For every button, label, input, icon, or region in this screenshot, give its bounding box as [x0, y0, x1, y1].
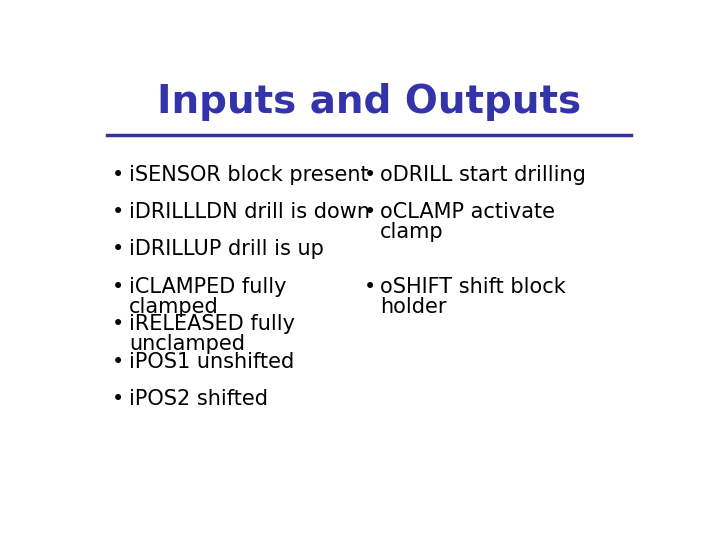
- Text: iDRILLUP drill is up: iDRILLUP drill is up: [129, 239, 324, 259]
- Text: iRELEASED fully: iRELEASED fully: [129, 314, 295, 334]
- Text: •: •: [364, 165, 376, 185]
- Text: iSENSOR block present: iSENSOR block present: [129, 165, 369, 185]
- Text: iDRILLLDN drill is down: iDRILLLDN drill is down: [129, 202, 370, 222]
- Text: iPOS2 shifted: iPOS2 shifted: [129, 389, 268, 409]
- Text: holder: holder: [380, 297, 446, 317]
- Text: oCLAMP activate: oCLAMP activate: [380, 202, 555, 222]
- Text: •: •: [112, 165, 125, 185]
- Text: Inputs and Outputs: Inputs and Outputs: [157, 83, 581, 121]
- Text: •: •: [112, 202, 125, 222]
- Text: •: •: [112, 389, 125, 409]
- Text: •: •: [112, 314, 125, 334]
- Text: •: •: [364, 277, 376, 297]
- Text: clamp: clamp: [380, 222, 444, 242]
- Text: •: •: [112, 277, 125, 297]
- Text: oSHIFT shift block: oSHIFT shift block: [380, 277, 566, 297]
- Text: iPOS1 unshifted: iPOS1 unshifted: [129, 352, 294, 372]
- Text: iCLAMPED fully: iCLAMPED fully: [129, 277, 287, 297]
- Text: •: •: [112, 239, 125, 259]
- Text: •: •: [112, 352, 125, 372]
- Text: unclamped: unclamped: [129, 334, 245, 354]
- Text: •: •: [364, 202, 376, 222]
- Text: clamped: clamped: [129, 297, 219, 317]
- Text: oDRILL start drilling: oDRILL start drilling: [380, 165, 586, 185]
